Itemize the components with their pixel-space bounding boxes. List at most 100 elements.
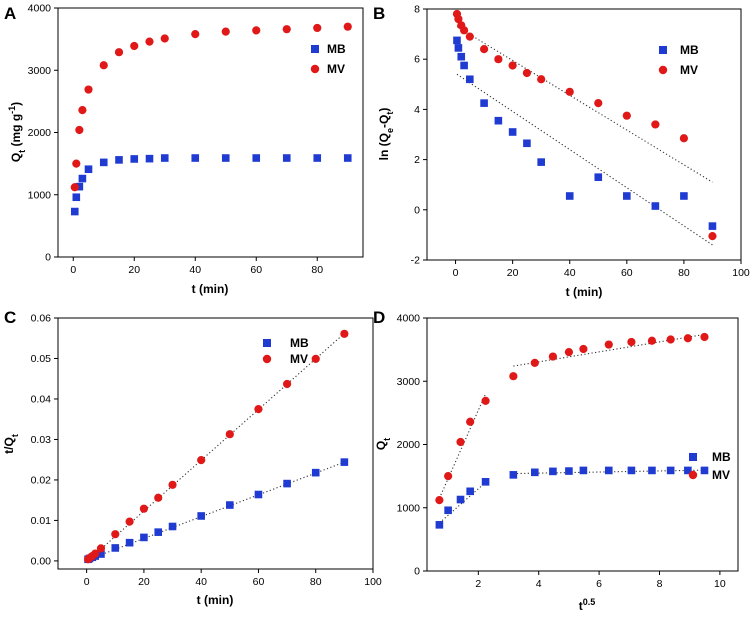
data-point-mv (311, 354, 320, 363)
data-point-mv (99, 61, 108, 70)
data-point-mv (145, 37, 154, 46)
data-point-mb (191, 154, 200, 162)
data-point-mv (252, 26, 261, 35)
data-point-mv (700, 332, 709, 342)
y-tick-label: 0 (45, 252, 51, 264)
legend-label-mb: MB (290, 336, 309, 350)
legend-label-mb: MB (712, 450, 731, 464)
panel-d-fit-lines (438, 333, 705, 524)
data-point-mb (252, 154, 261, 162)
data-point-mv (340, 329, 349, 338)
x-tick-label: 20 (138, 576, 150, 588)
panel-c-markers (83, 329, 349, 564)
data-point-mb (454, 44, 463, 52)
data-point-mb (311, 468, 320, 477)
panel-c-ylabel: t/Qt (2, 434, 20, 454)
data-point-mv (683, 334, 692, 343)
data-point-mb (160, 154, 169, 162)
data-point-mv (70, 183, 79, 192)
data-point-mv (225, 430, 234, 439)
y-tick-label: 0 (414, 566, 420, 578)
data-point-mv (466, 417, 475, 426)
data-point-mb (666, 466, 675, 475)
x-tick-label: 0 (453, 267, 459, 279)
x-tick-label: 60 (621, 267, 633, 279)
y-tick-label: 4000 (397, 313, 421, 325)
y-tick-label: 1000 (397, 502, 421, 514)
y-tick-label: 6 (414, 54, 420, 66)
y-tick-label: 4000 (28, 3, 52, 15)
legend-label-mb: MB (327, 42, 346, 56)
data-point-mb (684, 466, 692, 475)
x-tick-label: 60 (250, 264, 262, 276)
data-point-mv (456, 437, 465, 447)
legend-label-mv: MV (712, 468, 730, 482)
data-point-mv (78, 105, 87, 115)
data-point-mb (84, 165, 93, 174)
data-point-mb (565, 467, 573, 475)
data-point-mv (508, 61, 517, 70)
legend-marker-mb (311, 45, 319, 53)
legend-label-mv: MV (327, 62, 345, 76)
data-point-mv (313, 23, 322, 33)
y-tick-label: 2000 (28, 127, 52, 139)
data-point-mb (343, 154, 352, 162)
panel-d: D t0.5 Qt 2 4 6 8 10 0 1000 2000 3000 4000 MB MV (373, 308, 739, 613)
data-point-mv (465, 32, 474, 41)
panel-b-fit-lines (456, 26, 713, 246)
y-tick-label: -2 (411, 255, 420, 267)
data-point-mv (96, 544, 106, 553)
data-point-mb (444, 506, 452, 515)
data-point-mv (125, 517, 134, 526)
data-point-mv (522, 68, 532, 78)
panel-b-xlabel: t (min) (566, 285, 603, 299)
y-tick-label: 8 (414, 4, 420, 16)
data-point-mb (627, 466, 636, 475)
panel-d-plot-frame (426, 317, 739, 572)
x-tick-label: 8 (657, 578, 663, 590)
data-point-mv (139, 504, 149, 513)
panel-d-xlabel: t0.5 (579, 597, 596, 613)
data-point-mv (444, 472, 453, 481)
panel-d-ylabel: Qt (374, 438, 392, 450)
y-tick-label: 0.05 (31, 353, 52, 365)
data-point-mv (604, 340, 613, 349)
data-point-mb (111, 544, 120, 552)
data-point-mb (197, 512, 205, 520)
x-tick-label: 100 (732, 267, 750, 279)
data-point-mv (343, 22, 352, 31)
x-tick-label: 10 (714, 578, 726, 590)
data-point-mb (140, 533, 148, 542)
data-point-mv (130, 41, 139, 51)
data-point-mv (530, 358, 539, 368)
data-point-mv (72, 159, 81, 168)
data-point-mv (154, 493, 163, 502)
fit-line (438, 393, 487, 499)
data-point-mb (125, 538, 134, 547)
data-point-mb (466, 487, 474, 496)
x-tick-label: 100 (364, 576, 382, 588)
fit-line (87, 461, 345, 561)
data-point-mv (460, 26, 469, 35)
panel-c-legend: MB MV (262, 336, 309, 366)
data-point-mb (75, 182, 84, 191)
data-point-mv (666, 335, 675, 344)
data-point-mv (282, 25, 291, 34)
panel-c-letter: C (4, 308, 16, 327)
data-point-mb (70, 207, 79, 216)
panel-b-letter: B (373, 4, 385, 23)
data-point-mv (75, 125, 84, 135)
fit-line (456, 26, 713, 183)
data-point-mv (481, 396, 490, 405)
data-point-mb (456, 495, 465, 504)
data-point-mv (282, 379, 292, 389)
panel-a-letter: A (4, 4, 16, 23)
data-point-mv (594, 99, 603, 108)
panel-a-legend: MB MV (310, 42, 346, 76)
data-point-mv (84, 85, 93, 94)
panel-b-ylabel: ln (Qe-Qt) (377, 108, 395, 161)
data-point-mb (579, 466, 588, 475)
data-point-mb (254, 490, 263, 499)
data-point-mb (145, 154, 154, 163)
data-point-mb (453, 36, 461, 45)
